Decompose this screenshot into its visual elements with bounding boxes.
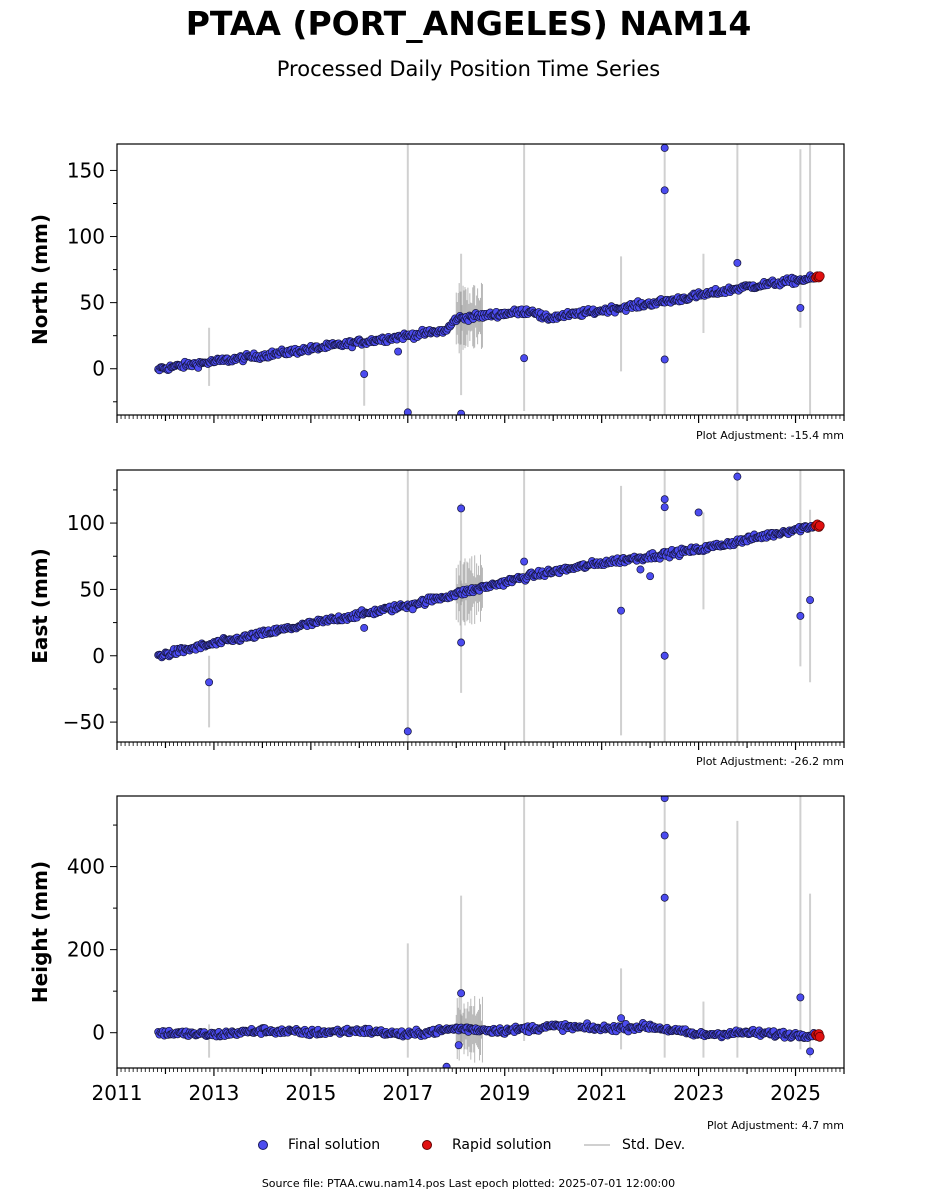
height-ytick-label: 400 — [67, 855, 105, 879]
east-ylabel: East (mm) — [28, 548, 52, 664]
north-outlier-point — [733, 259, 742, 267]
east-ytick-label: 100 — [67, 511, 105, 535]
east-ytick-label: 50 — [80, 577, 105, 601]
east-ytick-label: −50 — [63, 710, 105, 734]
north-outlier-point — [660, 144, 669, 152]
height-xtick-label: 2017 — [382, 1081, 433, 1105]
height-xtick-label: 2021 — [576, 1081, 627, 1105]
legend-final-label: Final solution — [288, 1137, 381, 1153]
north-outlier-point — [360, 370, 369, 378]
east-outlier-point — [617, 606, 626, 615]
east-outlier-point — [694, 508, 703, 517]
height-plot-area — [154, 796, 825, 1068]
height-xtick-label: 2019 — [479, 1081, 530, 1105]
east-plot-area — [154, 470, 825, 742]
legend-stddev: Std. Dev. — [584, 1137, 685, 1153]
source-footer: Source file: PTAA.cwu.nam14.pos Last epo… — [261, 1177, 676, 1190]
height-outlier-point — [660, 796, 669, 803]
legend-final: Final solution — [258, 1137, 380, 1153]
north-ytick-label: 150 — [67, 158, 105, 182]
height-ytick-label: 0 — [92, 1021, 105, 1045]
north-outlier-point — [660, 186, 669, 195]
stddev-line-icon — [584, 1144, 610, 1146]
north-outlier-point — [796, 303, 805, 312]
north-axes-frame — [116, 143, 845, 416]
height-outlier-point — [660, 893, 669, 902]
chart-subtitle: Processed Daily Position Time Series — [276, 57, 661, 81]
east-outlier-point — [636, 565, 645, 574]
height-xtick-label: 2025 — [770, 1081, 821, 1105]
north-panel: 0 50 100 150 North (mm) — [28, 143, 845, 423]
north-outlier-point — [520, 354, 529, 363]
east-outlier-point — [457, 504, 466, 513]
height-outlier-point — [454, 1041, 463, 1050]
height-outlier-point — [457, 989, 466, 998]
height-rapid-point — [814, 1032, 825, 1042]
east-outlier-point — [403, 727, 412, 736]
height-outlier-point — [660, 831, 669, 840]
east-outlier-point — [806, 596, 815, 604]
north-ylabel: North (mm) — [28, 214, 52, 345]
east-outlier-point — [360, 623, 369, 632]
north-outlier-point — [394, 347, 403, 356]
east-rapid-point — [814, 520, 825, 531]
east-outlier-point — [796, 612, 805, 620]
east-outlier-point — [520, 557, 529, 566]
height-xtick-label: 2011 — [92, 1081, 143, 1105]
north-ytick-label: 50 — [80, 291, 105, 315]
height-outlier-point — [796, 993, 805, 1002]
east-outlier-point — [205, 678, 214, 687]
east-panel: −50 0 50 100 East (mm) — [28, 469, 845, 750]
north-outlier-point — [457, 409, 466, 415]
height-ylabel: Height (mm) — [28, 861, 52, 1003]
east-outlier-point — [660, 495, 669, 504]
rapid-marker-icon — [422, 1140, 432, 1150]
north-outlier-point — [403, 408, 412, 415]
east-outlier-point — [408, 605, 417, 614]
east-outlier-point — [660, 651, 669, 660]
chart-title: PTAA (PORT_ANGELES) NAM14 — [185, 4, 752, 43]
height-ytick-label: 200 — [67, 938, 105, 962]
east-outlier-point — [646, 572, 655, 581]
east-plot-adjustment: Plot Adjustment: -26.2 mm — [696, 755, 844, 768]
legend-rapid-label: Rapid solution — [452, 1137, 552, 1153]
north-plot-area — [154, 144, 825, 415]
height-outlier-point — [617, 1014, 626, 1023]
final-marker-icon — [258, 1140, 268, 1150]
north-ytick-label: 100 — [67, 225, 105, 249]
height-outlier-point — [442, 1062, 451, 1068]
height-xtick-label: 2023 — [673, 1081, 724, 1105]
height-outlier-point — [806, 1047, 815, 1056]
east-outlier-point — [660, 503, 669, 512]
east-outlier-point — [457, 638, 466, 647]
legend-stddev-label: Std. Dev. — [622, 1137, 686, 1153]
north-ytick-label: 0 — [92, 357, 105, 381]
height-panel: 0 200 400 2011 2013 2015 2017 2019 2021 2023 2025 H… — [28, 795, 845, 1105]
north-rapid-point — [814, 271, 825, 282]
height-xtick-label: 2013 — [188, 1081, 239, 1105]
legend-rapid: Rapid solution — [422, 1137, 552, 1153]
east-ytick-label: 0 — [92, 644, 105, 668]
east-outlier-point — [733, 472, 742, 481]
north-outlier-point — [660, 355, 669, 364]
height-plot-adjustment: Plot Adjustment: 4.7 mm — [706, 1119, 844, 1132]
north-plot-adjustment: Plot Adjustment: -15.4 mm — [696, 429, 844, 442]
height-xtick-label: 2015 — [285, 1081, 336, 1105]
